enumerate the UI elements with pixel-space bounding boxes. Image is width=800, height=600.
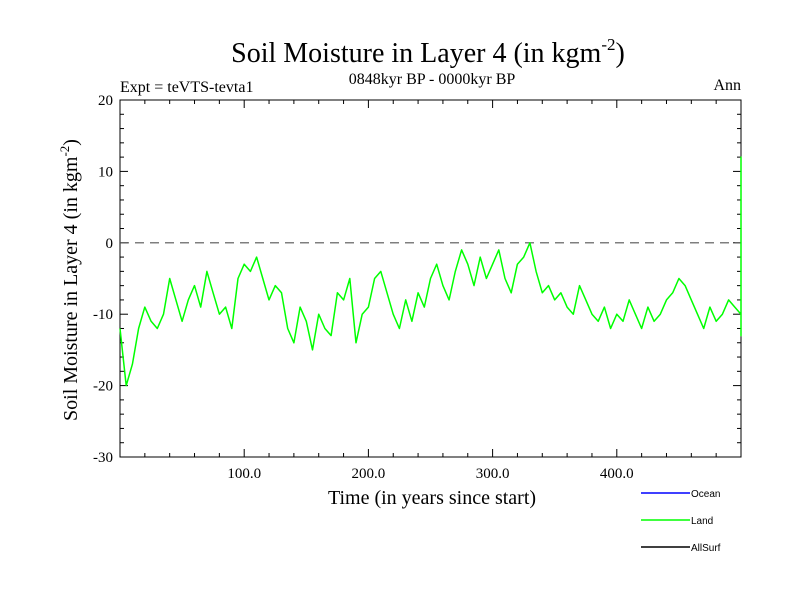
x-tick-label: 300.0 [476, 466, 510, 482]
y-tick-label: 10 [98, 164, 113, 180]
chart-title-sup: -2 [601, 35, 615, 54]
series-line-land [119, 156, 742, 387]
legend-label-allsurf: AllSurf [691, 543, 721, 554]
y-tick-label: -10 [93, 307, 113, 323]
x-tick-label: 100.0 [227, 466, 261, 482]
chart-title: Soil Moisture in Layer 4 (in kgm-2) [231, 35, 625, 69]
y-axis-label-main: Soil Moisture in Layer 4 (in kgm [60, 156, 82, 421]
y-tick-label: -30 [93, 450, 113, 466]
legend-label-ocean: Ocean [691, 489, 720, 500]
chart-title-main: Soil Moisture in Layer 4 (in kgm [231, 38, 601, 69]
y-axis-label-close: ) [60, 139, 82, 146]
x-axis-label: Time (in years since start) [328, 487, 536, 509]
x-axis-ticks: 100.0 200.0 300.0 400.0 [144, 100, 717, 482]
legend-label-land: Land [691, 516, 713, 527]
y-axis-ticks: 20 10 0 -10 -20 -30 [93, 93, 741, 466]
subtitle-right: Ann [713, 77, 741, 94]
x-tick-label: 400.0 [600, 466, 634, 482]
legend: Ocean Land AllSurf [641, 489, 721, 554]
y-tick-label: 20 [98, 93, 113, 109]
series-group [119, 156, 742, 387]
y-axis-label: Soil Moisture in Layer 4 (in kgm-2) [57, 139, 82, 421]
subtitle-left: Expt = teVTS-tevta1 [120, 79, 253, 96]
chart-title-close: ) [616, 38, 625, 69]
x-tick-label: 200.0 [352, 466, 386, 482]
subtitle-center: 0848kyr BP - 0000kyr BP [349, 71, 516, 88]
y-axis-label-sup: -2 [57, 146, 72, 157]
y-tick-label: -20 [93, 379, 113, 395]
y-tick-label: 0 [106, 236, 114, 252]
